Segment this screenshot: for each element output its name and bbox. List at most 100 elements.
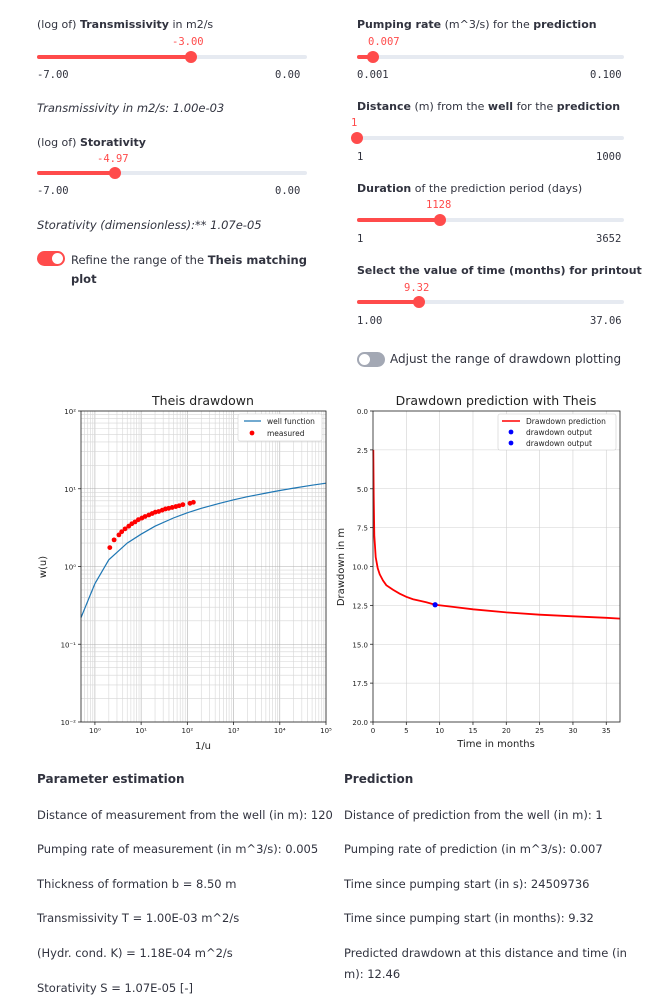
theis-drawdown-chart: Theis drawdown 10⁰ 10¹ 10² 10³ 10⁴ 10⁵ 10⁻² 10⁻… [38, 393, 332, 752]
transmissivity-slider-fill [37, 55, 192, 59]
y-tick-label: 12.5 [352, 602, 368, 610]
pumping-rate-slider-max: 0.100 [590, 69, 622, 81]
y-tick-label: 5.0 [357, 486, 368, 494]
y-tick-label: 15.0 [352, 641, 368, 649]
y-tick-label: 10⁰ [64, 564, 76, 572]
duration-slider[interactable] [357, 214, 624, 226]
transmissivity-slider-label: (log of) Transmissivity in m2/s [37, 18, 214, 31]
prediction-curve-group [372, 449, 621, 620]
adjust-range-label: Adjust the range of drawdown plotting [390, 352, 622, 366]
y-tick-label: 10¹ [64, 486, 76, 494]
adjust-range-toggle-knob [359, 354, 370, 365]
measured-point [116, 532, 122, 538]
prediction-line: Pumping rate of prediction (in m^3/s): 0… [344, 842, 603, 856]
pumping-rate-slider-fill [357, 55, 374, 59]
storativity-slider-thumb[interactable] [109, 167, 122, 179]
duration-slider-min: 1 [357, 233, 364, 245]
y-tick-label: 10⁻¹ [61, 641, 77, 649]
x-tick-label: 15 [469, 727, 478, 735]
refine-range-toggle[interactable] [37, 251, 65, 266]
x-tick-label: 10³ [228, 727, 240, 735]
x-tick-label: 5 [404, 727, 408, 735]
theis-measured-points [107, 499, 196, 551]
legend-output-label-1: drawdown output [526, 428, 592, 437]
theis-well-curve-group [80, 482, 327, 618]
y-tick-label: 10² [64, 408, 76, 416]
prediction-chart-grid [372, 410, 620, 723]
x-tick-label: 20 [502, 727, 511, 735]
x-tick-label: 25 [535, 727, 544, 735]
time-printout-slider-fill [357, 300, 419, 304]
x-tick-label: 0 [371, 727, 375, 735]
duration-slider-value: 1128 [426, 199, 452, 211]
legend-output-swatch-1 [508, 429, 514, 435]
refine-range-toggle-knob [52, 253, 63, 264]
prediction-chart-ticks: 0 5 10 15 20 25 30 35 0.0 2.5 5.0 7.5 10.0 12.5 15.0 17… [352, 408, 610, 735]
measured-point [111, 537, 117, 543]
storativity-slider-fill [37, 171, 116, 175]
distance-slider-label: Distance (m) from the well for the predi… [357, 100, 621, 113]
prediction-chart-xlabel: Time in months [456, 739, 535, 750]
drawdown-prediction-chart: Drawdown prediction with Theis 0 5 10 15 20 2… [336, 393, 621, 750]
refine-range-label: Refine the range of the Theis matching pl… [71, 253, 307, 286]
prediction-heading: Prediction [344, 772, 414, 786]
transmissivity-slider[interactable] [37, 51, 307, 63]
storativity-slider[interactable] [37, 167, 307, 179]
legend-output-label-2: drawdown output [526, 439, 592, 448]
x-tick-label: 35 [602, 727, 611, 735]
param-line: Distance of measurement from the well (i… [37, 808, 333, 822]
transmissivity-slider-max: 0.00 [275, 69, 301, 81]
prediction-drawdown-line2: m): 12.46 [344, 967, 401, 981]
prediction-chart-title: Drawdown prediction with Theis [396, 393, 597, 408]
pumping-rate-slider[interactable] [357, 51, 624, 63]
y-tick-label: 10⁻² [61, 719, 77, 727]
time-printout-slider[interactable] [357, 296, 624, 308]
param-line: Storativity S = 1.07E-05 [-] [37, 981, 193, 995]
transmissivity-slider-value: -3.00 [172, 36, 204, 48]
x-tick-label: 10¹ [135, 727, 147, 735]
duration-slider-max: 3652 [596, 233, 622, 245]
legend-measured-label: measured [267, 429, 305, 438]
param-line: Thickness of formation b = 8.50 m [37, 877, 237, 891]
theis-chart-title: Theis drawdown [151, 393, 254, 408]
param-line: Transmissivity T = 1.00E-03 m^2/s [37, 911, 240, 925]
prediction-chart-ylabel: Drawdown in m [336, 528, 347, 606]
storativity-slider-label: (log of) Storativity [37, 136, 146, 149]
well-function-curve [80, 482, 327, 618]
prediction-line: Distance of prediction from the well (in… [344, 808, 603, 822]
param-line: Pumping rate of measurement (in m^3/s): … [37, 842, 319, 856]
x-tick-label: 10⁵ [320, 727, 332, 735]
y-tick-label: 0.0 [357, 408, 368, 416]
pumping-rate-slider-label: Pumping rate (m^3/s) for the prediction [357, 18, 597, 31]
prediction-drawdown-line1: Predicted drawdown at this distance and … [344, 946, 627, 960]
measured-point [176, 503, 182, 509]
drawdown-prediction-line [372, 449, 621, 620]
time-printout-slider-label: Select the value of time (months) for pr… [357, 264, 642, 277]
theis-chart-ticks: 10⁰ 10¹ 10² 10³ 10⁴ 10⁵ 10⁻² 10⁻¹ 10⁰ 10¹ 10² [61, 408, 332, 735]
theis-chart-grid [80, 410, 327, 723]
prediction-line: Time since pumping start (in s): 2450973… [344, 877, 590, 891]
distance-slider[interactable] [351, 132, 624, 144]
drawdown-output-point [432, 602, 438, 608]
x-tick-label: 10 [435, 727, 444, 735]
transmissivity-slider-thumb[interactable] [185, 51, 198, 63]
pumping-rate-slider-thumb[interactable] [367, 51, 380, 63]
legend-measured-swatch [249, 430, 255, 436]
adjust-range-toggle[interactable] [357, 352, 385, 367]
x-tick-label: 30 [568, 727, 577, 735]
y-tick-label: 10.0 [352, 564, 368, 572]
measured-point [119, 529, 125, 535]
pumping-rate-slider-value: 0.007 [368, 36, 400, 48]
measured-point [190, 499, 196, 505]
measured-point [169, 505, 175, 510]
y-tick-label: 17.5 [352, 680, 368, 688]
param-estimation-heading: Parameter estimation [37, 772, 185, 786]
x-tick-label: 10² [181, 727, 193, 735]
measured-point [135, 517, 141, 523]
duration-slider-label: Duration of the prediction period (days) [357, 182, 583, 195]
duration-slider-thumb[interactable] [433, 214, 446, 226]
distance-slider-thumb[interactable] [351, 132, 363, 144]
time-printout-slider-thumb[interactable] [412, 296, 425, 308]
theis-chart-legend: well function measured [237, 413, 323, 442]
transmissivity-slider-min: -7.00 [37, 69, 69, 81]
